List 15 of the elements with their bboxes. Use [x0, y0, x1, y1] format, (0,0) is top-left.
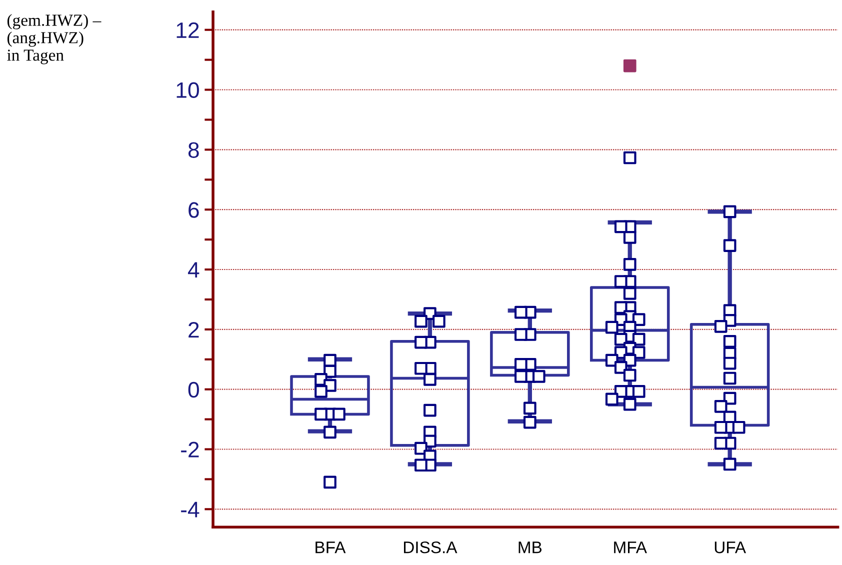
x-tick-label: MFA: [614, 542, 647, 554]
y-tick-label: -4: [181, 502, 200, 518]
y-tick-label: 6: [188, 202, 199, 218]
y-tick-label: 12: [176, 22, 199, 38]
x-tick-label: DISS.A: [404, 541, 458, 554]
y-tick-label: 0: [188, 382, 199, 398]
y-axis-title: (gem.HWZ) – (ang.HWZ) in Tagen: [7, 14, 102, 64]
y-tick-label: 10: [176, 82, 199, 98]
x-tick-label: MB: [518, 542, 542, 554]
y-tick-label: -2: [181, 442, 199, 458]
x-tick-label: UFA: [714, 542, 746, 554]
x-tick-label: BFA: [316, 542, 346, 554]
y-tick-label: 2: [188, 322, 199, 338]
y-tick-label: 4: [188, 262, 200, 278]
y-tick-label: 8: [188, 142, 199, 158]
